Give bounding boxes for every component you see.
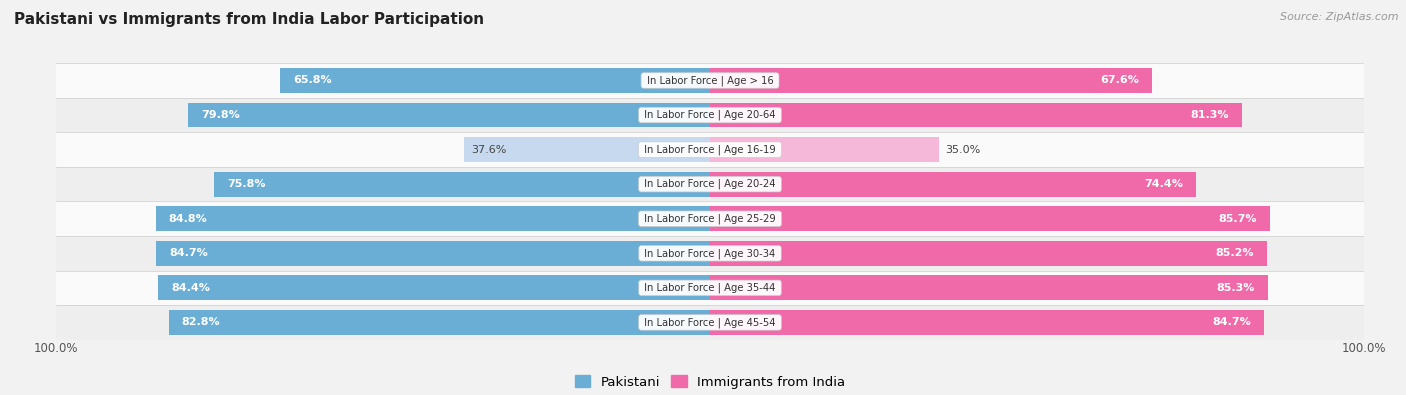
Text: In Labor Force | Age 16-19: In Labor Force | Age 16-19: [641, 144, 779, 155]
Text: In Labor Force | Age 20-24: In Labor Force | Age 20-24: [641, 179, 779, 190]
Text: 65.8%: 65.8%: [292, 75, 332, 85]
Text: In Labor Force | Age 35-44: In Labor Force | Age 35-44: [641, 282, 779, 293]
Bar: [56, 63, 1364, 98]
Bar: [710, 275, 1268, 300]
Bar: [159, 275, 710, 300]
Text: 85.3%: 85.3%: [1216, 283, 1254, 293]
Bar: [56, 98, 1364, 132]
Text: 84.7%: 84.7%: [169, 248, 208, 258]
Text: 85.2%: 85.2%: [1215, 248, 1254, 258]
Text: 82.8%: 82.8%: [181, 318, 221, 327]
Bar: [710, 137, 939, 162]
Bar: [710, 241, 1267, 266]
Text: 81.3%: 81.3%: [1189, 110, 1229, 120]
Bar: [710, 103, 1241, 128]
Bar: [156, 241, 710, 266]
Bar: [710, 310, 1264, 335]
Bar: [188, 103, 710, 128]
Legend: Pakistani, Immigrants from India: Pakistani, Immigrants from India: [569, 370, 851, 394]
Bar: [169, 310, 710, 335]
Text: 84.7%: 84.7%: [1212, 318, 1251, 327]
Bar: [156, 206, 710, 231]
Text: 35.0%: 35.0%: [945, 145, 980, 154]
Bar: [56, 167, 1364, 201]
Bar: [710, 206, 1271, 231]
Bar: [215, 172, 710, 197]
Text: In Labor Force | Age > 16: In Labor Force | Age > 16: [644, 75, 776, 86]
Text: 75.8%: 75.8%: [228, 179, 266, 189]
Bar: [280, 68, 710, 93]
Text: 37.6%: 37.6%: [471, 145, 506, 154]
Text: In Labor Force | Age 45-54: In Labor Force | Age 45-54: [641, 317, 779, 328]
Text: In Labor Force | Age 25-29: In Labor Force | Age 25-29: [641, 213, 779, 224]
Bar: [710, 68, 1152, 93]
Text: In Labor Force | Age 30-34: In Labor Force | Age 30-34: [641, 248, 779, 259]
Bar: [56, 271, 1364, 305]
Text: 84.4%: 84.4%: [172, 283, 209, 293]
Bar: [56, 201, 1364, 236]
Bar: [56, 305, 1364, 340]
Bar: [56, 132, 1364, 167]
Text: 79.8%: 79.8%: [201, 110, 240, 120]
Bar: [464, 137, 710, 162]
Text: 67.6%: 67.6%: [1099, 75, 1139, 85]
Bar: [56, 236, 1364, 271]
Text: Pakistani vs Immigrants from India Labor Participation: Pakistani vs Immigrants from India Labor…: [14, 12, 484, 27]
Text: 85.7%: 85.7%: [1219, 214, 1257, 224]
Text: Source: ZipAtlas.com: Source: ZipAtlas.com: [1281, 12, 1399, 22]
Bar: [710, 172, 1197, 197]
Text: In Labor Force | Age 20-64: In Labor Force | Age 20-64: [641, 110, 779, 120]
Text: 74.4%: 74.4%: [1144, 179, 1184, 189]
Text: 84.8%: 84.8%: [169, 214, 208, 224]
